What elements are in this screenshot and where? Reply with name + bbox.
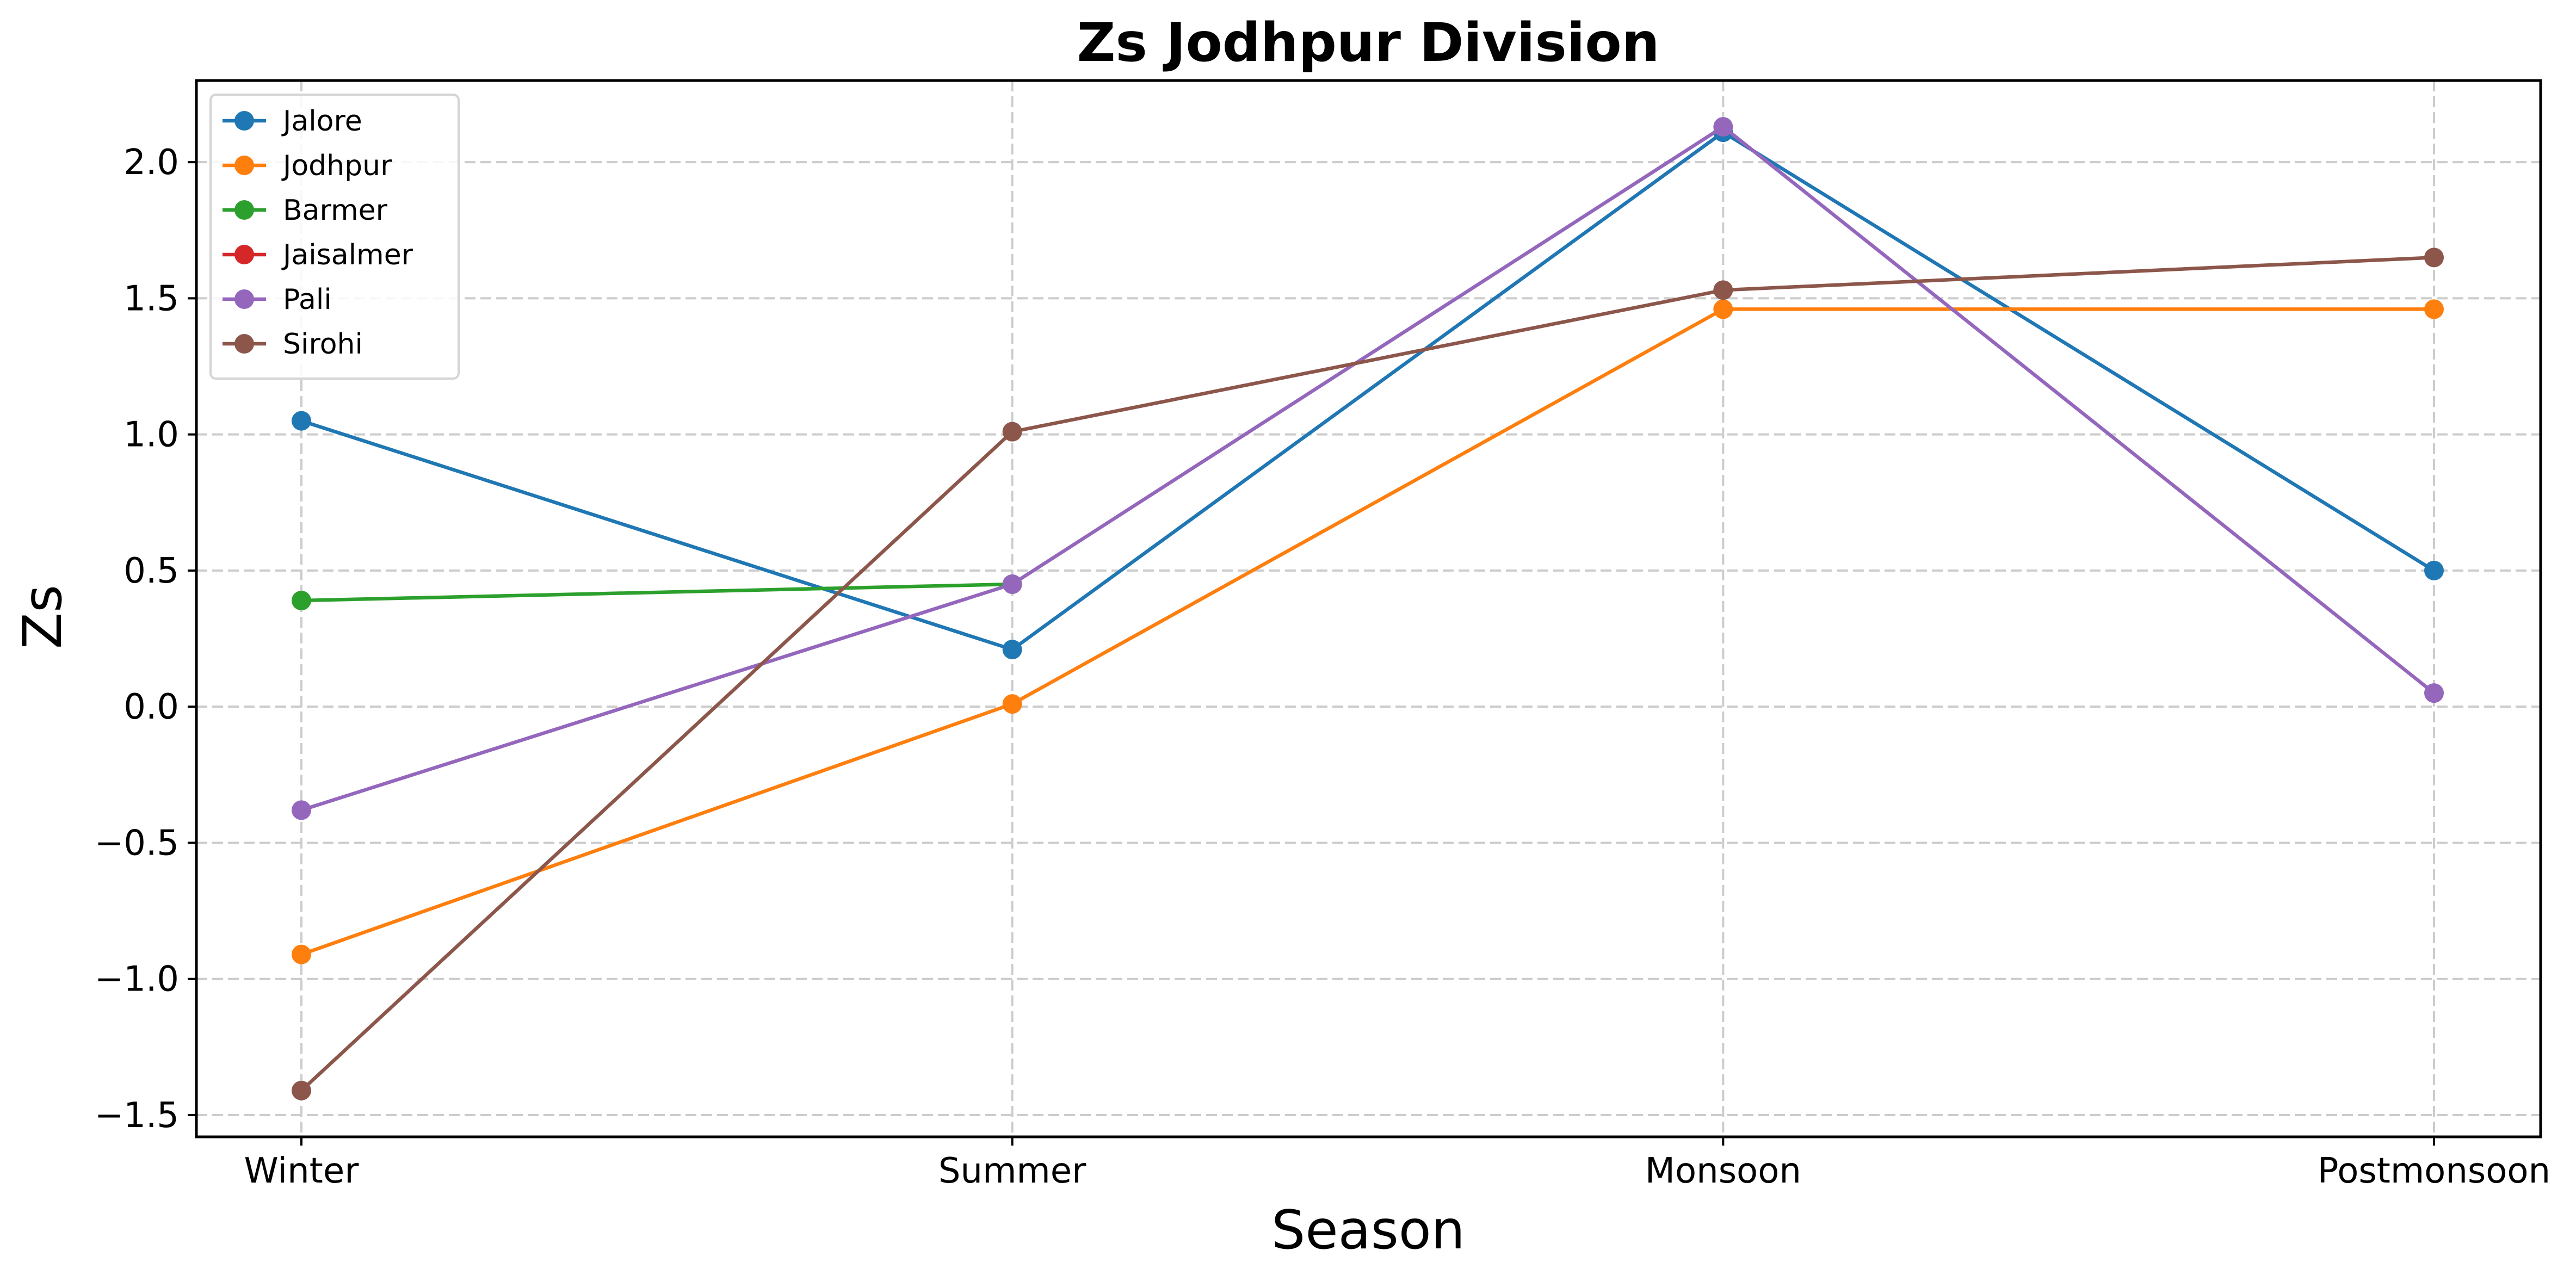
x-tick-label: Postmonsoon (2318, 1151, 2550, 1191)
legend-item: Pali (223, 283, 332, 316)
x-tick-label: Winter (244, 1151, 360, 1191)
legend-marker (234, 156, 254, 175)
legend-label: Sirohi (283, 328, 363, 361)
y-tick-label: −1.0 (95, 960, 179, 1000)
data-point (1713, 117, 1733, 137)
data-point (2424, 247, 2444, 268)
data-point (2424, 683, 2444, 703)
y-tick-label: −0.5 (95, 823, 179, 863)
legend-label: Jaisalmer (281, 239, 413, 271)
x-axis-label: Season (1271, 1199, 1465, 1261)
data-point (2424, 299, 2444, 319)
data-point (1002, 422, 1022, 442)
x-tick-label: Monsoon (1645, 1151, 1801, 1191)
series-line (300, 307, 2434, 956)
data-point (1002, 694, 1022, 714)
legend-label: Pali (283, 283, 332, 316)
legend-marker (234, 334, 254, 354)
legend-label: Jodhpur (281, 150, 392, 182)
legend-item: Barmer (223, 194, 388, 227)
legend-marker (234, 245, 254, 264)
data-point (1713, 280, 1733, 300)
data-point (292, 411, 311, 431)
plot-area (292, 117, 2444, 1100)
y-tick-label: −1.5 (95, 1096, 179, 1136)
chart-title: Zs Jodhpur Division (1077, 12, 1659, 74)
data-point (2424, 560, 2444, 580)
y-tick-label: 1.0 (123, 415, 179, 455)
series-sirohi (292, 247, 2444, 1100)
legend-label: Barmer (283, 194, 388, 227)
legend: Jalore Jodhpur Barmer Jaisalmer Pali Sirohi (209, 94, 460, 380)
series-jalore (292, 122, 2444, 660)
legend-item: Sirohi (223, 328, 363, 361)
x-axis: Winter Summer Monsoon Postmonsoon (244, 1137, 2550, 1191)
data-point (292, 1080, 311, 1100)
series-line (300, 256, 2435, 1092)
data-point (292, 800, 311, 820)
legend-marker (234, 111, 254, 131)
legend-marker (234, 289, 254, 309)
y-tick-label: 0.5 (123, 551, 179, 591)
y-tick-label: 1.5 (123, 279, 179, 319)
series-pali (292, 117, 2444, 820)
series-jodhpur (292, 299, 2444, 964)
data-point (1002, 640, 1022, 660)
series-line (301, 582, 1012, 603)
data-point (1002, 574, 1022, 594)
y-axis-label: Zs (12, 585, 74, 649)
axes-frame (195, 79, 2542, 1138)
y-axis: −1.5 −1.0 −0.5 0.0 0.5 1.0 1.5 2.0 (95, 143, 196, 1136)
y-tick-label: 0.0 (123, 687, 179, 727)
legend-item: Jaisalmer (223, 239, 413, 271)
data-point (1713, 299, 1733, 319)
y-tick-label: 2.0 (123, 143, 179, 183)
legend-marker (234, 200, 254, 220)
series-barmer (292, 574, 1022, 610)
legend-item: Jodhpur (223, 150, 392, 182)
data-point (292, 590, 311, 610)
series-line (301, 125, 2436, 812)
legend-box (209, 94, 460, 380)
grid (196, 81, 2541, 1137)
legend-item: Jalore (223, 105, 362, 138)
series-line (301, 130, 2435, 652)
data-point (292, 944, 311, 964)
legend-label: Jalore (281, 105, 362, 138)
x-tick-label: Summer (938, 1151, 1086, 1191)
